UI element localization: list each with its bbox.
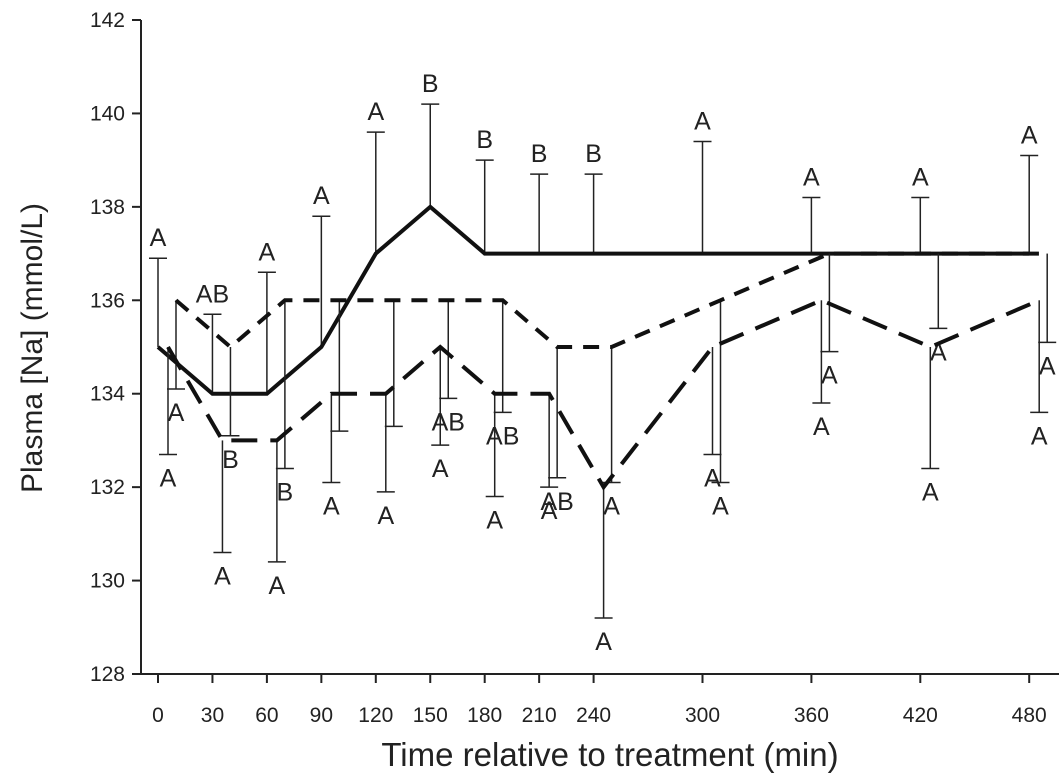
significance-label-series-1: B [476,126,493,154]
significance-label-series-1: AB [196,280,229,308]
series-line-1 [156,204,1030,396]
significance-label-series-1: B [585,140,602,168]
significance-label-series-2: A [603,492,620,520]
significance-label-series-1: A [259,238,276,266]
y-tick-label: 132 [90,476,125,499]
significance-label-series-1: A [694,107,711,135]
x-tick-label: 210 [522,704,557,727]
x-tick-label: 90 [310,704,333,727]
significance-label-series-2: A [821,362,838,390]
x-tick-label: 240 [576,704,611,727]
significance-label-series-2: B [222,446,239,474]
x-tick-label: 180 [467,704,502,727]
significance-label-series-1: A [367,98,384,126]
significance-label-series-1: B [531,140,548,168]
x-tick-label: 360 [794,704,829,727]
significance-label-series-2: A [168,399,185,427]
significance-label-series-1: A [150,224,167,252]
significance-label-series-3: A [269,572,286,600]
x-tick-label: 150 [413,704,448,727]
significance-label-series-2: AB [486,422,519,450]
significance-label-series-2: B [277,478,294,506]
significance-label-series-3: A [813,413,830,441]
significance-label-series-2: A [930,338,947,366]
significance-label-series-3: A [432,455,449,483]
significance-label-series-3: A [377,502,394,530]
significance-label-series-2: AB [540,488,573,516]
y-tick-label: 138 [90,196,125,219]
significance-label-series-2: A [712,492,729,520]
y-tick-label: 134 [90,383,125,406]
y-tick-label: 142 [90,9,125,32]
x-tick-label: 480 [1012,704,1047,727]
significance-label-series-3: A [160,464,177,492]
significance-label-series-3: A [323,492,340,520]
series-line-3 [166,298,1040,491]
series-line-2 [174,251,1048,350]
x-tick-label: 300 [685,704,720,727]
x-axis-title: Time relative to treatment (min) [381,736,838,773]
significance-label-series-1: B [422,70,439,98]
y-tick-label: 130 [90,570,125,593]
significance-label-series-3: A [214,563,231,591]
significance-label-series-1: A [912,164,929,192]
significance-label-series-2: A [1039,352,1056,380]
significance-label-series-3: A [595,628,612,656]
significance-label-series-3: A [922,478,939,506]
x-tick-label: 30 [201,704,224,727]
significance-label-series-3: A [486,506,503,534]
significance-label-series-2: AB [432,408,465,436]
significance-label-series-3: A [704,464,721,492]
y-tick-label: 136 [90,289,125,312]
plot-area: 128 130 132 134 136 138 140 142 0 30 60 90 120 150 180… [90,9,1059,727]
significance-label-series-1: A [1021,121,1038,149]
significance-label-series-1: A [313,182,330,210]
significance-label-series-1: A [803,164,820,192]
significance-label-series-3: A [541,497,558,525]
y-tick-label: 128 [90,663,125,686]
significance-label-series-3: A [1031,422,1048,450]
x-tick-label: 60 [255,704,278,727]
x-tick-label: 120 [358,704,393,727]
x-tick-label: 0 [152,704,164,727]
y-tick-label: 140 [90,102,125,125]
y-axis-title: Plasma [Na] (mmol/L) [16,203,49,493]
x-tick-label: 420 [903,704,938,727]
